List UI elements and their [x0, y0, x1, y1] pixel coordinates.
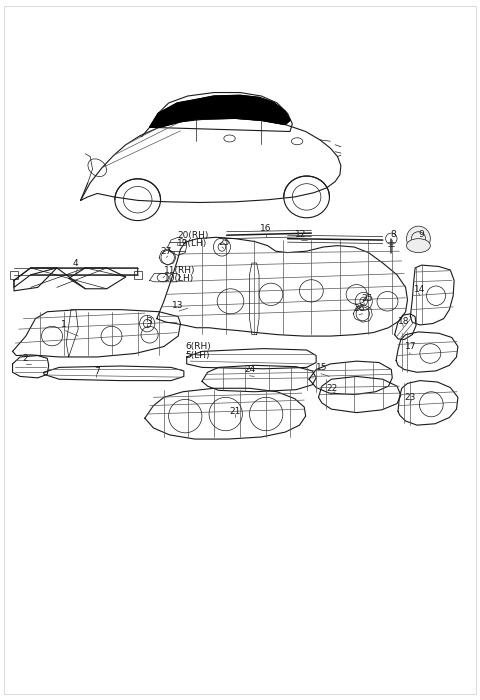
Ellipse shape	[407, 226, 431, 251]
Text: 21: 21	[229, 407, 241, 416]
Polygon shape	[150, 99, 196, 127]
Text: 12: 12	[295, 230, 307, 239]
Text: 22: 22	[326, 384, 337, 393]
Text: 2: 2	[22, 354, 28, 363]
Bar	[10, 271, 18, 279]
Text: 15: 15	[316, 363, 327, 372]
Text: 16: 16	[261, 224, 272, 233]
Text: 5(LH): 5(LH)	[185, 351, 210, 360]
Text: 1: 1	[61, 320, 67, 329]
Text: 26: 26	[353, 304, 365, 313]
Text: 25: 25	[362, 294, 373, 302]
Text: 20(RH): 20(RH)	[177, 231, 209, 240]
Text: 9: 9	[418, 230, 424, 239]
Text: 10(LH): 10(LH)	[164, 274, 194, 284]
Text: 3: 3	[147, 316, 153, 326]
Text: 4: 4	[73, 259, 79, 268]
Text: 11(RH): 11(RH)	[164, 266, 195, 275]
Text: 25: 25	[218, 238, 230, 247]
Text: 8: 8	[390, 230, 396, 239]
Bar	[134, 271, 142, 279]
Text: 13: 13	[172, 300, 184, 309]
Text: 19(LH): 19(LH)	[177, 239, 207, 248]
Text: 6(RH): 6(RH)	[185, 342, 211, 351]
Text: 23: 23	[405, 393, 416, 402]
Text: 17: 17	[405, 342, 416, 351]
Text: 14: 14	[414, 286, 426, 294]
Text: 7: 7	[95, 367, 100, 376]
Text: 27: 27	[160, 247, 172, 256]
Polygon shape	[196, 95, 290, 125]
Text: 18: 18	[398, 316, 410, 326]
Ellipse shape	[407, 239, 431, 253]
Text: 24: 24	[244, 365, 255, 375]
